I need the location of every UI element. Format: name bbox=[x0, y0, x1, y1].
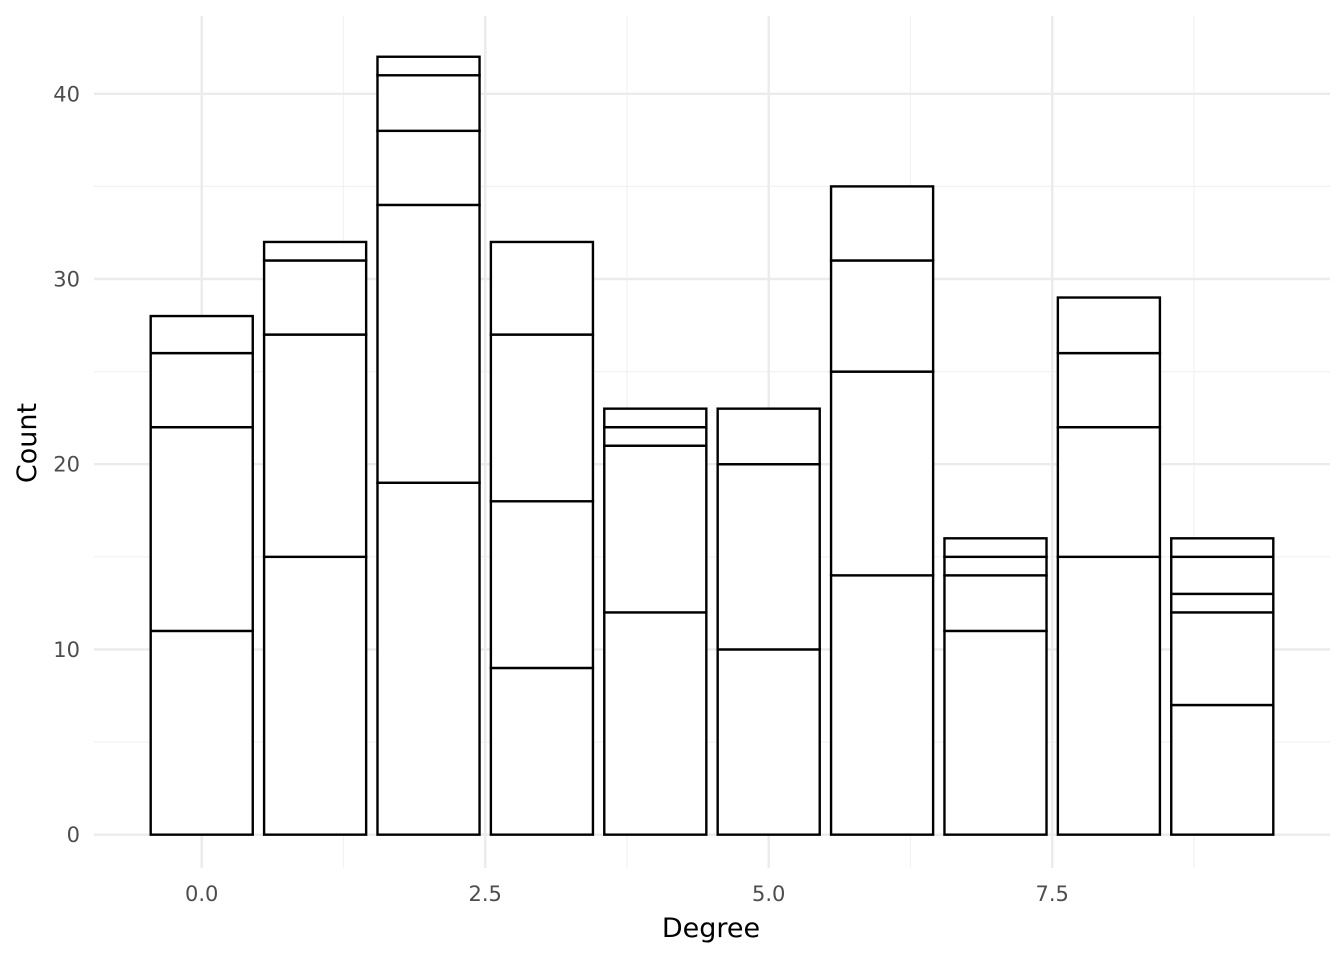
bar-segment-7-2 bbox=[943, 555, 1048, 577]
bar-segment-5-0 bbox=[716, 648, 821, 836]
bar-segment-0-1 bbox=[149, 425, 254, 633]
bar-segment-2-1 bbox=[376, 203, 481, 484]
x-tick-label: 5.0 bbox=[752, 882, 785, 906]
bar-segment-9-4 bbox=[1170, 537, 1275, 559]
y-tick-label: 10 bbox=[53, 638, 80, 662]
bar-segment-6-0 bbox=[829, 574, 935, 836]
bar-segment-4-3 bbox=[603, 407, 708, 429]
bar-segment-1-2 bbox=[262, 259, 368, 336]
bar-segment-3-3 bbox=[489, 240, 595, 336]
bar-segment-9-2 bbox=[1170, 592, 1275, 614]
bar-segment-0-2 bbox=[149, 351, 254, 429]
bar-segment-1-3 bbox=[262, 240, 368, 262]
y-axis-title: Count bbox=[12, 403, 43, 483]
bar-segment-2-0 bbox=[376, 481, 481, 836]
x-axis-title: Degree bbox=[662, 913, 760, 944]
bar-segment-4-2 bbox=[603, 425, 708, 447]
bar-segment-6-2 bbox=[829, 259, 935, 373]
bar-segment-3-1 bbox=[489, 500, 595, 670]
y-tick-label: 20 bbox=[53, 453, 80, 477]
bar-segment-1-0 bbox=[262, 555, 368, 836]
x-tick-labels: 0.0 2.5 5.0 7.5 bbox=[185, 882, 1069, 906]
bar-segment-1-1 bbox=[262, 333, 368, 559]
y-tick-label: 40 bbox=[53, 82, 80, 106]
bar-segment-7-1 bbox=[943, 574, 1048, 633]
bar-segment-4-0 bbox=[603, 611, 708, 836]
bar-segment-0-0 bbox=[149, 629, 254, 836]
bar-segment-7-3 bbox=[943, 537, 1048, 559]
bar-segment-9-1 bbox=[1170, 611, 1275, 707]
y-tick-label: 0 bbox=[67, 823, 80, 847]
bar-segment-2-4 bbox=[376, 55, 481, 77]
bar-segment-8-2 bbox=[1056, 351, 1162, 429]
bar-segment-6-3 bbox=[829, 185, 935, 262]
x-tick-label: 7.5 bbox=[1035, 882, 1068, 906]
x-tick-label: 2.5 bbox=[469, 882, 502, 906]
bar-segment-8-3 bbox=[1056, 296, 1162, 355]
bar-segment-0-3 bbox=[149, 314, 254, 355]
bar-segment-2-2 bbox=[376, 129, 481, 207]
bar-segment-3-0 bbox=[489, 666, 595, 836]
y-tick-label: 30 bbox=[53, 268, 80, 292]
bar-segment-8-0 bbox=[1056, 555, 1162, 836]
bar-segment-4-1 bbox=[603, 444, 708, 614]
y-tick-labels: 0 10 20 30 40 bbox=[53, 82, 80, 847]
bar-segment-7-0 bbox=[943, 629, 1048, 836]
bar-segment-9-3 bbox=[1170, 555, 1275, 596]
bar-segment-8-1 bbox=[1056, 425, 1162, 559]
bar-segment-5-1 bbox=[716, 463, 821, 651]
bar-segment-3-2 bbox=[489, 333, 595, 503]
bar-segment-6-1 bbox=[829, 370, 935, 577]
bar-segment-2-3 bbox=[376, 74, 481, 133]
bar-segment-9-0 bbox=[1170, 703, 1275, 836]
bars bbox=[149, 55, 1275, 836]
bar-segment-5-2 bbox=[716, 407, 821, 466]
x-tick-label: 0.0 bbox=[185, 882, 218, 906]
